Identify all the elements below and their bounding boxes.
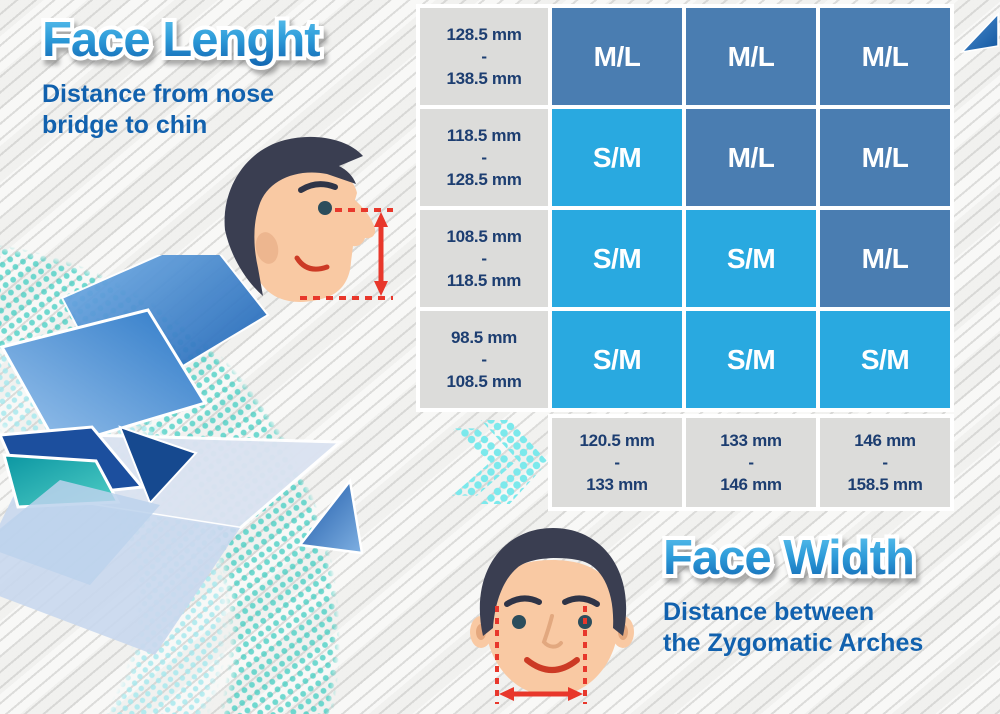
- size-cell: M/L: [820, 109, 950, 206]
- face-length-subtitle: Distance from nose bridge to chin: [42, 80, 275, 139]
- row-header: 128.5 mm - 138.5 mm: [420, 8, 548, 105]
- front-face-illustration: [470, 528, 634, 704]
- size-cell: S/M: [552, 311, 682, 408]
- left-eyebrow: [504, 595, 542, 607]
- size-cell: S/M: [820, 311, 950, 408]
- face-width-subtitle: Distance between the Zygomatic Arches: [663, 598, 924, 657]
- size-cell: M/L: [552, 8, 682, 105]
- face-length-title: Face LenghtFace Lenght: [38, 12, 325, 69]
- size-cell: M/L: [820, 210, 950, 307]
- col-header: 120.5 mm - 133 mm: [552, 418, 682, 507]
- size-matrix-column-headers: 120.5 mm - 133 mm 133 mm - 146 mm 146 mm…: [548, 414, 954, 511]
- hair: [479, 528, 627, 636]
- width-measure-arrow: [495, 606, 587, 704]
- face-width-title: Face WidthFace Width: [659, 530, 919, 587]
- row-header: 118.5 mm - 128.5 mm: [420, 109, 548, 206]
- size-matrix: 128.5 mm - 138.5 mm M/L M/L M/L 118.5 mm…: [416, 4, 954, 412]
- smile: [294, 255, 330, 272]
- dots-chevron-icon: [452, 420, 548, 504]
- face-length-section: Face LenghtFace Lenght Distance from nos…: [38, 12, 325, 141]
- face: [485, 560, 619, 696]
- size-cell: S/M: [552, 210, 682, 307]
- face-width-section: Face WidthFace Width Distance between th…: [659, 530, 924, 659]
- row-header: 98.5 mm - 108.5 mm: [420, 311, 548, 408]
- size-cell: M/L: [686, 109, 816, 206]
- nose: [541, 614, 563, 649]
- eye: [318, 201, 332, 215]
- side-face-illustration: [224, 136, 393, 302]
- col-header: 133 mm - 146 mm: [686, 418, 816, 507]
- size-cell: M/L: [820, 8, 950, 105]
- size-cell: M/L: [686, 8, 816, 105]
- ear-shadow: [255, 232, 279, 264]
- left-eye: [512, 615, 526, 629]
- length-measure-arrow: [300, 208, 393, 300]
- hair: [224, 136, 363, 296]
- right-eyebrow: [562, 595, 600, 607]
- row-header: 108.5 mm - 118.5 mm: [420, 210, 548, 307]
- eyebrow: [298, 181, 338, 193]
- abstract-shards-decor: [0, 255, 364, 655]
- size-cell: S/M: [686, 210, 816, 307]
- smile: [524, 657, 580, 673]
- size-cell: S/M: [552, 109, 682, 206]
- col-header: 146 mm - 158.5 mm: [820, 418, 950, 507]
- size-cell: S/M: [686, 311, 816, 408]
- corner-triangle-decor: [960, 12, 999, 54]
- face-profile: [249, 163, 376, 302]
